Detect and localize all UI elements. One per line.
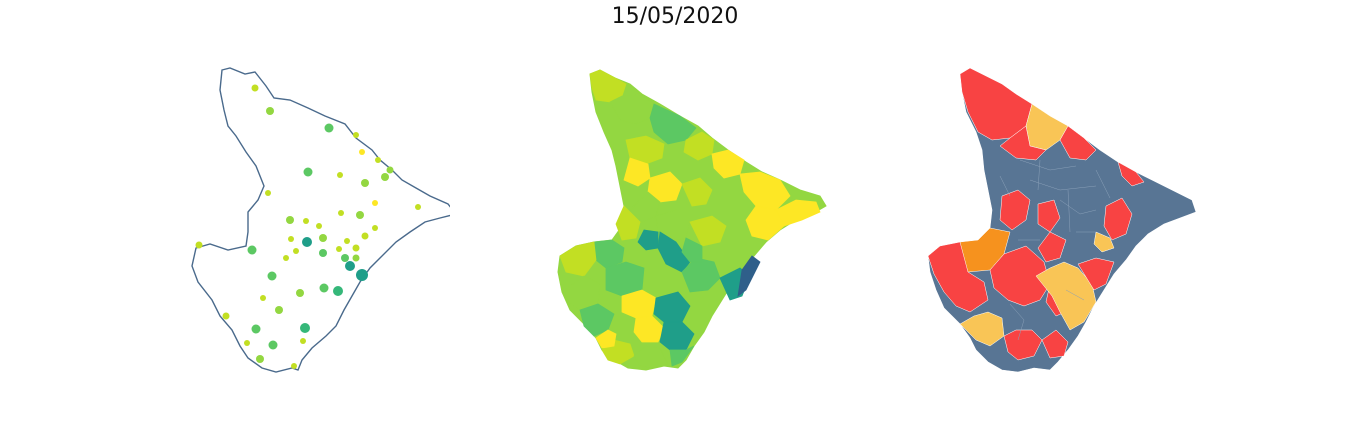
choropleth-panel [557,69,827,371]
city-point [341,254,349,262]
municipality-region [669,345,695,367]
city-point [275,306,283,314]
municipality-class-region [1041,329,1069,359]
municipality-region [745,205,785,241]
municipality-class-region [927,241,989,313]
city-point [319,234,327,242]
municipality-class-region [1077,257,1115,291]
city-point [353,132,359,138]
municipality-region [681,177,713,207]
city-point [381,173,389,181]
municipality-class-region [1117,161,1145,187]
city-point [319,249,327,257]
city-point [300,323,310,333]
city-point [247,245,257,255]
municipality-class-region [1037,231,1067,263]
city-point [361,179,369,187]
municipality-region [737,255,761,297]
municipality-region [739,171,791,211]
city-point [345,261,355,271]
municipality-region [637,229,659,251]
municipality-region [633,315,665,343]
municipality-region [595,329,617,349]
municipality-region [623,157,651,187]
city-point [333,286,343,296]
municipality-class-region [1059,125,1097,161]
municipality-border [1067,189,1071,233]
municipality-class-region [1003,329,1043,361]
bubble-map-panel [191,67,450,373]
city-point [356,211,364,219]
city-point [359,149,365,155]
city-point [415,204,421,210]
city-point [260,295,266,301]
city-point [288,236,294,242]
municipality-border [1037,159,1041,191]
city-point [344,238,350,244]
city-point [372,225,378,231]
city-point [352,244,360,252]
city-point [386,166,394,174]
city-point [303,218,309,224]
city-point [296,289,304,297]
city-point [319,283,329,293]
city-point [352,254,360,262]
city-point [361,232,369,240]
city-point [268,340,278,350]
municipality-region [681,237,703,263]
city-point [372,200,378,206]
city-point [266,107,274,115]
city-point [251,84,259,92]
municipality-region [689,215,727,247]
municipality-class-region [1035,261,1097,331]
municipality-region [629,191,661,223]
city-point [316,223,322,229]
city-point [302,237,312,247]
class-map-panel [927,67,1197,373]
city-point [338,210,344,216]
city-point [286,216,294,224]
municipality-region [615,205,641,241]
municipality-class-region [959,67,1033,141]
municipality-border [1019,159,1077,171]
figure-title: 15/05/2020 [611,4,739,29]
municipality-border [999,175,1011,197]
city-point [291,363,297,369]
municipality-border [1065,289,1085,301]
municipality-region [649,103,697,145]
municipality-region [633,345,669,369]
state-outline [191,67,450,373]
city-point [375,157,381,163]
municipality-border [1029,179,1097,191]
city-point [336,246,342,252]
city-point [251,324,261,334]
municipality-class-region [1037,199,1061,233]
city-point [324,123,334,133]
city-point [265,190,271,196]
city-point [356,269,368,281]
municipality-class-region [999,125,1047,161]
city-point [256,355,264,363]
municipality-class-region [959,311,1005,347]
municipality-border [1009,303,1025,341]
municipality-class-region [1103,197,1133,241]
municipality-border [1059,199,1097,215]
city-point [283,255,289,261]
city-point [293,248,299,254]
city-point [300,338,306,344]
city-point [244,340,250,346]
city-point [267,271,277,281]
city-point [303,167,313,177]
municipality-class-region [999,189,1031,231]
municipality-border [1095,169,1111,199]
city-point [222,312,230,320]
city-point [337,172,343,178]
municipality-class-region [989,245,1051,307]
municipality-class-region [1093,231,1115,253]
municipality-region [559,241,597,277]
city-point [195,241,203,249]
